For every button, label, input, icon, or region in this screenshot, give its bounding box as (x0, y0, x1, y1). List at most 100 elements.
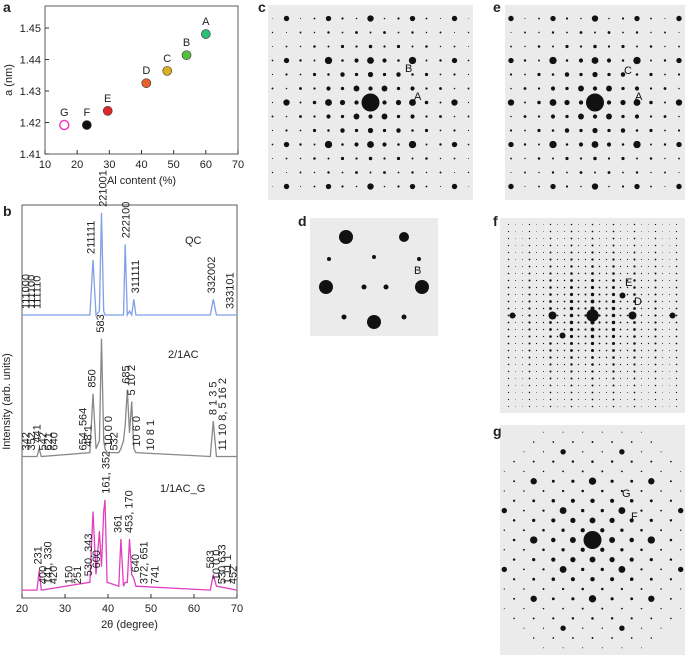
diffraction-spot (663, 59, 667, 62)
diffraction-spot (285, 87, 288, 90)
diffraction-spot (425, 59, 428, 62)
diffraction-spot (590, 285, 595, 290)
diffraction-group (268, 5, 685, 655)
diffraction-spot (648, 224, 649, 225)
diffraction-spot (528, 258, 531, 261)
diffraction-spot (383, 31, 386, 34)
diffraction-spot (675, 300, 678, 303)
diffraction-spot (612, 391, 615, 394)
diffraction-spot (619, 251, 622, 254)
diffraction-spot (467, 143, 470, 146)
diffraction-spot (514, 300, 517, 303)
diffraction-spot (662, 245, 663, 246)
diffraction-spot (453, 115, 456, 118)
diffraction-spot (627, 392, 628, 393)
diffraction-spot (515, 259, 516, 260)
diffraction-spot (536, 238, 537, 239)
diffraction-spot (640, 607, 643, 610)
diffraction-spot (619, 292, 626, 299)
diffraction-spot (569, 327, 574, 332)
diffraction-spot (523, 87, 527, 90)
diffraction-spot (543, 431, 544, 433)
peak-label: 600 (91, 550, 103, 568)
diffraction-spot (618, 565, 626, 573)
diffraction-spot (528, 237, 531, 240)
diffraction-spot (612, 363, 615, 366)
peak-label: 441 (31, 424, 43, 442)
diffraction-spot (515, 392, 516, 393)
peak-label: 372, 651 (139, 541, 151, 584)
diffraction-spot (522, 392, 523, 393)
diffraction-spot (535, 272, 538, 275)
diffraction-spot (669, 273, 670, 274)
diffraction-spot (654, 244, 657, 247)
diffraction-spot (633, 377, 636, 380)
x-tick-label: 40 (135, 159, 147, 171)
diffraction-spot (425, 171, 428, 174)
diffraction-spot (507, 321, 510, 324)
diffraction-spot (570, 556, 576, 563)
diffraction-spot (467, 101, 470, 104)
diffraction-spot (327, 45, 330, 48)
diffraction-spot (512, 519, 516, 522)
diffraction-spot (591, 349, 594, 352)
diffraction-spot (626, 293, 629, 296)
diffraction-spot (630, 441, 633, 443)
diffraction-spot (556, 293, 559, 296)
diffraction-spot (507, 286, 510, 289)
diffraction-spot (627, 238, 628, 239)
diffraction-spot (507, 314, 510, 317)
diffraction-spot (467, 157, 470, 160)
diffraction-spot (675, 265, 678, 268)
diffraction-spot (515, 343, 516, 344)
diffraction-spot (439, 73, 442, 76)
diffraction-spot (522, 529, 525, 532)
diffraction-spot (669, 480, 672, 483)
diffraction-spot (514, 307, 517, 310)
diffraction-spot (521, 314, 524, 317)
diffraction-spot (669, 343, 670, 344)
diffraction-spot (584, 265, 587, 268)
diffraction-spot (439, 143, 442, 146)
diffraction-spot (641, 224, 642, 225)
diffraction-spot (528, 279, 531, 282)
diffraction-spot (591, 237, 594, 240)
diffraction-spot (622, 31, 624, 34)
diffraction-spot (633, 384, 636, 387)
diffraction-spot (566, 31, 568, 34)
diffraction-spot (327, 157, 330, 160)
diffraction-spot (633, 293, 636, 296)
diffraction-spot (549, 56, 557, 65)
diffraction-spot (521, 293, 524, 296)
diffraction-spot (662, 224, 663, 225)
diffraction-spot (648, 406, 649, 407)
diffraction-spot (467, 115, 470, 118)
peak-label: 530 633 (216, 544, 228, 584)
diffraction-spot (537, 87, 541, 90)
diffraction-spot (676, 183, 682, 190)
diffraction-spot (669, 252, 670, 253)
diffraction-spot (577, 251, 580, 254)
diffraction-spot (630, 637, 633, 639)
peak-label: 10 0 0 (103, 416, 115, 447)
diffraction-spot (354, 128, 359, 133)
diffraction-spot (299, 17, 302, 20)
diffraction-spot (538, 59, 540, 62)
diffraction-spot (507, 328, 510, 331)
diffraction-spot (299, 157, 302, 160)
diffraction-spot (675, 307, 678, 310)
peak-label: 161, 352 (100, 451, 112, 494)
diffraction-spot (340, 72, 345, 77)
diffraction-spot (424, 72, 429, 77)
diffraction-spot (324, 140, 333, 149)
diffraction-spot (584, 237, 587, 240)
diffraction-spot (355, 171, 358, 174)
diffraction-spot (535, 335, 538, 338)
diffraction-spot (654, 321, 657, 324)
diffraction-spot (598, 335, 601, 338)
diffraction-spot (654, 230, 657, 233)
diffraction-spot (285, 129, 288, 132)
diffraction-spot (633, 265, 636, 268)
diffraction-spot (591, 258, 594, 261)
trace-label: 2/1AC (168, 349, 199, 361)
